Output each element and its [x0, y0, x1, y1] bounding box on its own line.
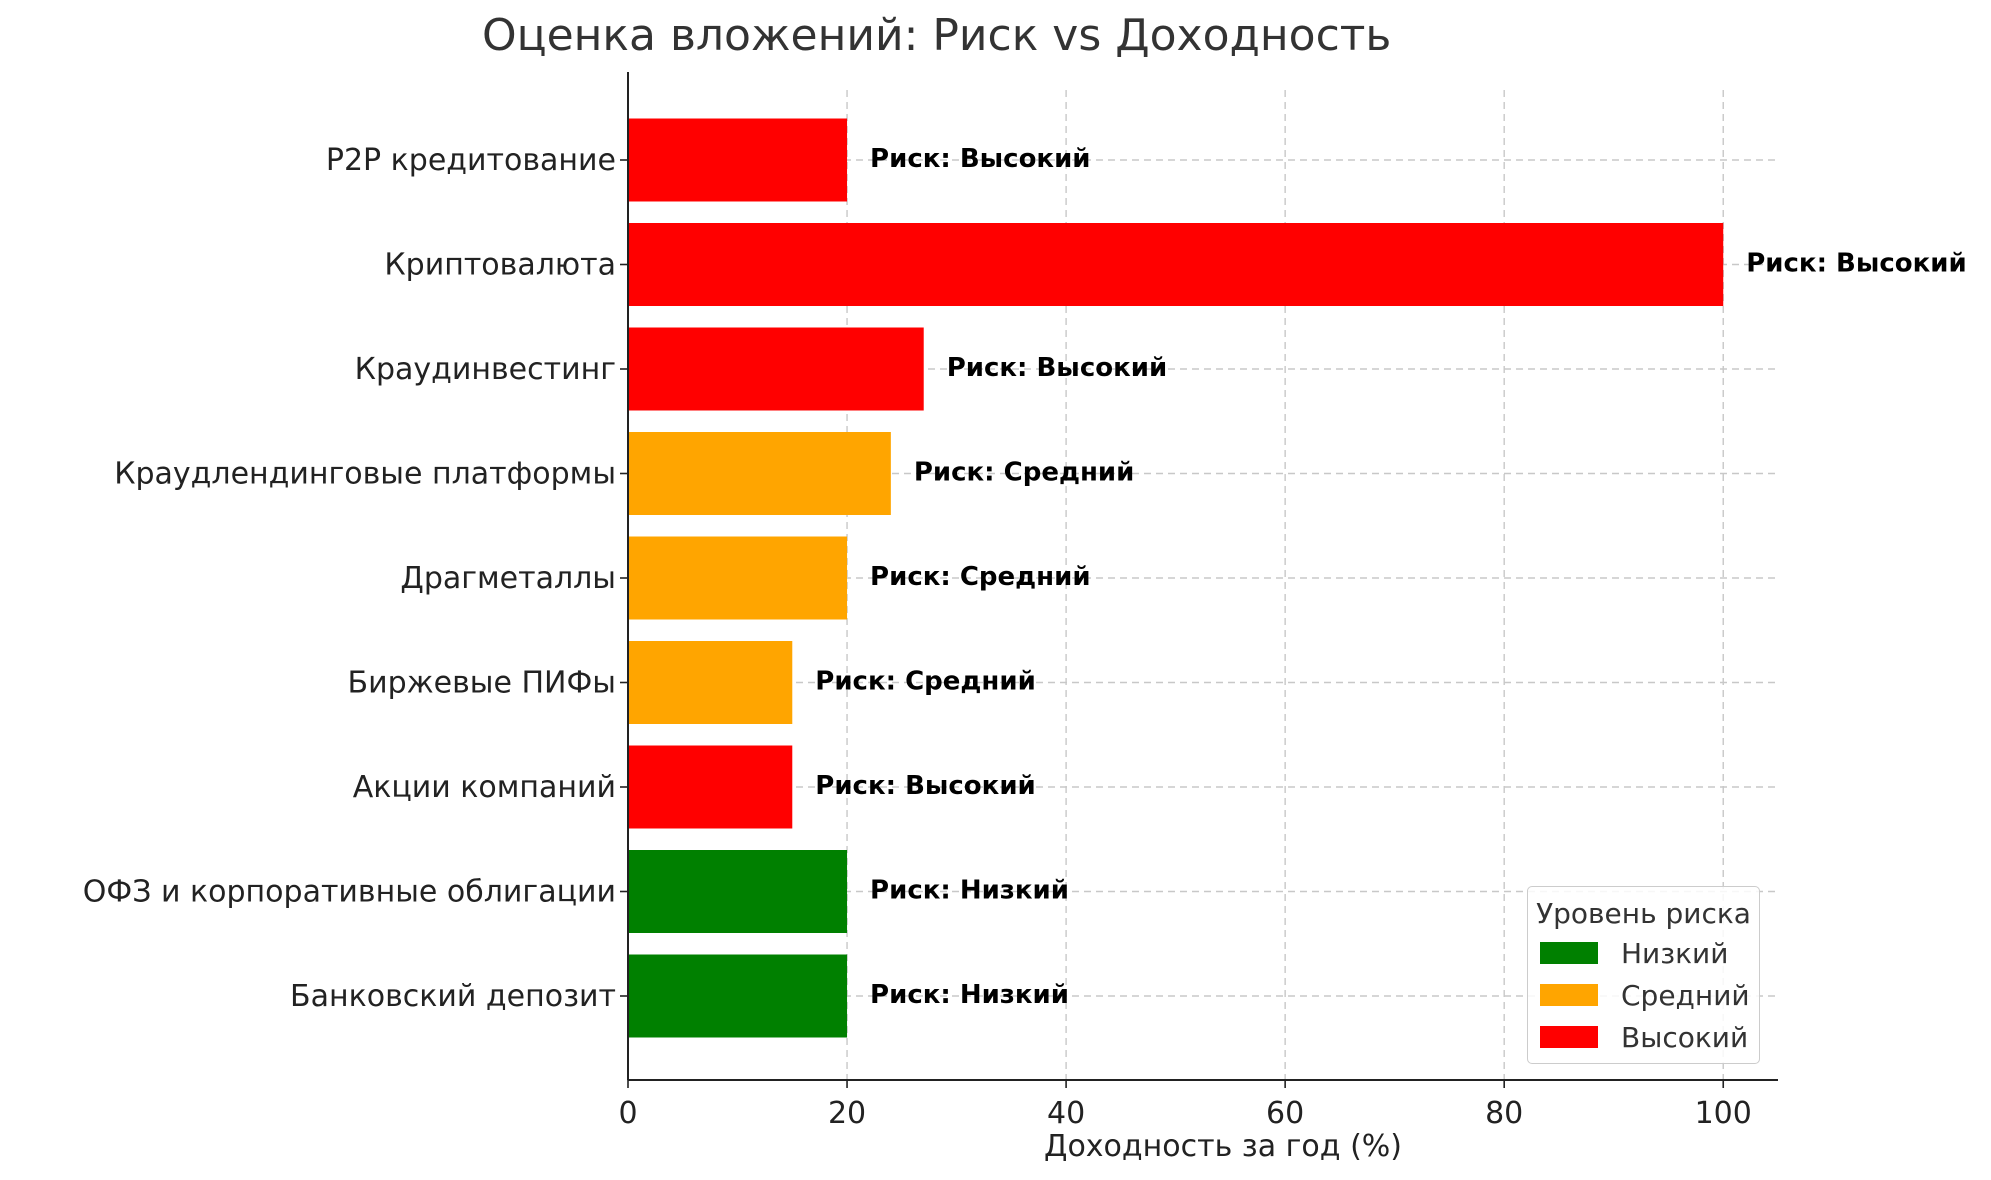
legend-swatch-high — [1540, 1026, 1598, 1048]
legend-item-high: Высокий — [1540, 1020, 1749, 1054]
legend-item-medium: Средний — [1540, 978, 1750, 1012]
bar-label: Риск: Высокий — [1746, 249, 1966, 279]
x-tick-label: 80 — [1485, 1096, 1523, 1131]
legend-label-high: Высокий — [1621, 1020, 1749, 1054]
bar-label: Риск: Низкий — [870, 980, 1069, 1010]
legend-swatch-low — [1540, 942, 1598, 964]
bar — [628, 118, 848, 202]
bar-label: Риск: Высокий — [815, 771, 1035, 801]
y-tick-label: Биржевые ПИФы — [348, 666, 616, 701]
legend-swatch-medium — [1540, 984, 1598, 1006]
bar — [628, 432, 891, 515]
x-tick-label: 0 — [618, 1096, 637, 1131]
x-tick-label: 60 — [1266, 1096, 1304, 1131]
bar-label: Риск: Высокий — [947, 353, 1167, 383]
bar — [628, 954, 848, 1038]
chart-title: Оценка вложений: Риск vs Доходность — [482, 10, 1392, 61]
y-tick-label: Драгметаллы — [400, 561, 616, 596]
bar-label: Риск: Высокий — [870, 144, 1090, 174]
y-tick-label: P2P кредитование — [326, 143, 616, 178]
legend-title: Уровень риска — [1536, 897, 1751, 930]
legend-label-low: Низкий — [1621, 936, 1729, 970]
bar-label: Риск: Средний — [914, 458, 1135, 488]
x-tick-label: 20 — [828, 1096, 866, 1131]
legend-label-medium: Средний — [1621, 978, 1750, 1012]
y-tick-label: Краудлендинговые платформы — [114, 457, 616, 492]
y-tick-label: ОФЗ и корпоративные облигации — [83, 875, 616, 910]
bar — [628, 850, 848, 933]
y-tick-label: Краудинвестинг — [355, 352, 616, 387]
bar-label: Риск: Низкий — [870, 876, 1069, 906]
labels: 0 20 40 60 80 100 P2P кредитование Риск: Высоки… — [83, 143, 1967, 1131]
bar — [628, 641, 793, 724]
bar — [628, 745, 793, 829]
bar — [628, 223, 1724, 306]
y-tick-label: Криптовалюта — [384, 248, 616, 283]
bar-label: Риск: Средний — [870, 562, 1091, 592]
legend: Уровень риска Низкий Средний Высокий — [1527, 886, 1760, 1064]
bars — [628, 118, 1724, 1038]
bar — [628, 536, 848, 620]
legend-item-low: Низкий — [1540, 936, 1729, 970]
bar — [628, 327, 924, 411]
x-tick-label: 100 — [1695, 1096, 1752, 1131]
x-tick-label: 40 — [1047, 1096, 1085, 1131]
y-tick-label: Акции компаний — [353, 770, 616, 805]
bar-label: Риск: Средний — [815, 667, 1036, 697]
x-axis-label: Доходность за год (%) — [1044, 1129, 1402, 1164]
y-tick-label: Банковский депозит — [290, 979, 616, 1014]
